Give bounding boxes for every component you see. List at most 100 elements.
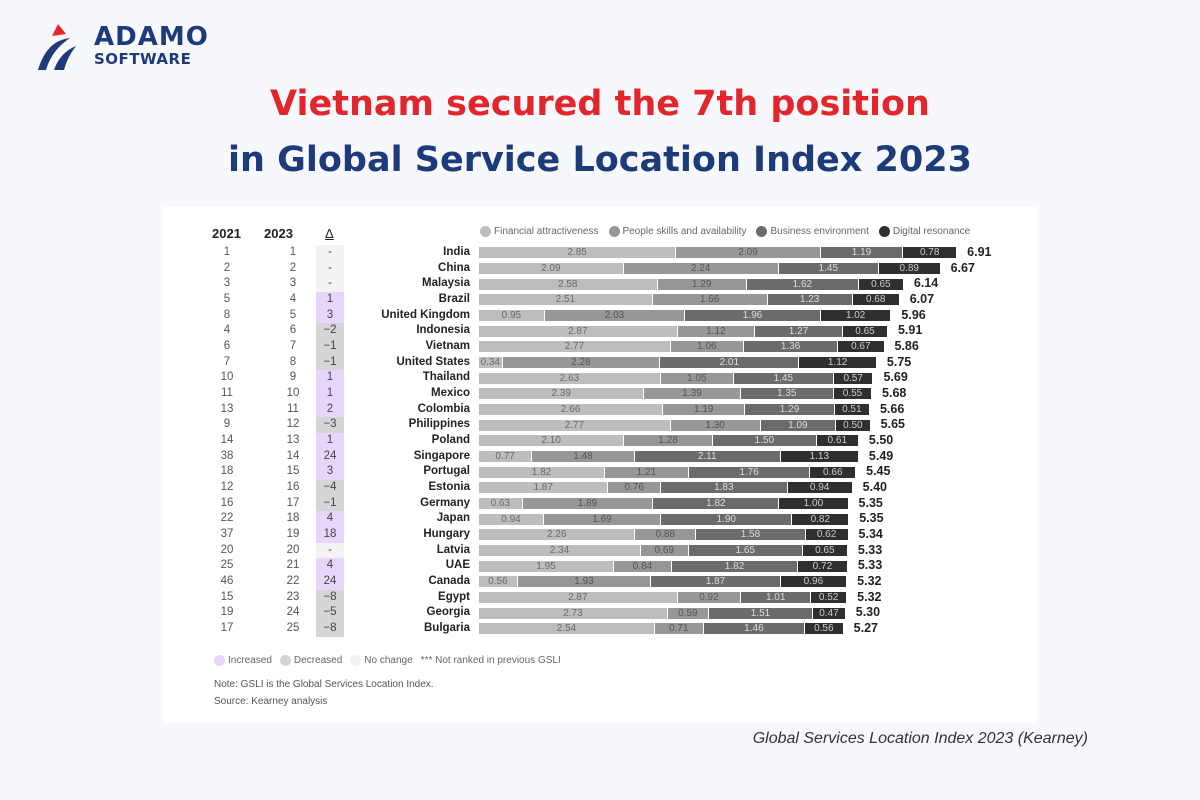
bar-segment-people-skills-and-availability: 1.19 [663,404,745,415]
bar-segment-digital-resonance: 0.52 [811,592,847,604]
bar-segment-financial-attractiveness: 2.10 [479,435,624,447]
rank-2023: 16 [286,481,300,494]
bar-total: 5.49 [868,448,894,463]
bar-segment-business-environment: 1.96 [685,309,820,321]
header-2021: 2021 [212,226,241,241]
rank-delta: 3 [316,464,344,481]
bar-segment-business-environment: 1.23 [767,294,852,306]
bar-segment-business-environment: 1.46 [703,623,804,635]
rank-2021: 25 [220,559,234,572]
rank-delta: −1 [316,339,344,355]
legend-label: Digital resonance [892,226,971,238]
bar-total: 6.14 [913,276,939,291]
legend-swatch [608,226,620,237]
change-swatch [279,655,291,666]
bar-segment-business-environment: 1.50 [712,435,816,447]
bar-segment-digital-resonance: 0.47 [813,607,845,619]
bar-segment-financial-attractiveness: 2.54 [479,623,654,635]
bar-segment-business-environment: 1.51 [708,607,813,619]
bar-segment-people-skills-and-availability: 0.88 [635,529,696,541]
rank-2023: 14 [286,449,300,462]
bar-segment-digital-resonance: 1.02 [820,309,891,321]
bar-segment-financial-attractiveness: 1.87 [479,482,608,494]
bar-segment-digital-resonance: 0.66 [810,466,856,478]
rank-2021: 20 [220,543,234,556]
bar-segment-digital-resonance: 0.65 [842,325,887,337]
rank-delta: −4 [316,480,344,496]
chart-note: Note: GSLI is the Global Services Locati… [214,679,434,690]
change-legend-item: No change [350,655,413,666]
rank-2023: 22 [286,575,300,588]
bar-segment-people-skills-and-availability: 1.30 [670,419,760,431]
adamo-logo: ADAMO SOFTWARE [36,22,216,72]
rank-2021: 38 [220,449,234,462]
change-legend-item: Decreased [279,655,343,667]
bar-total: 5.45 [866,464,891,479]
rank-delta: - [316,276,344,292]
rank-2023: 1 [289,246,297,258]
bar-segment-digital-resonance: 1.12 [799,356,876,368]
change-legend-item: *** Not ranked in previous GSLI [421,655,561,666]
bar-segment-digital-resonance: 1.00 [779,498,848,510]
rank-2021: 6 [223,340,231,353]
rank-delta: 1 [316,386,344,402]
country-label: Estonia [428,481,470,494]
bar-total: 6.07 [909,292,935,306]
bar-segment-financial-attractiveness: 0.63 [479,498,522,510]
header-delta: Δ [325,226,334,241]
bar-segment-digital-resonance: 0.61 [816,435,858,447]
bar-total: 5.27 [853,621,879,636]
bar-total: 5.96 [901,307,926,322]
bar-segment-people-skills-and-availability: 0.59 [667,607,708,619]
bar-segment-financial-attractiveness: 2.39 [479,388,644,400]
rank-2021: 12 [220,481,234,494]
title-line-2: in Global Service Location Index 2023 [228,140,972,180]
rank-2023: 12 [286,418,300,431]
rank-2023: 21 [286,559,300,572]
bar-segment-people-skills-and-availability: 1.93 [517,576,651,588]
rank-2021: 5 [223,293,231,305]
legend-swatch [878,226,890,237]
legend-label: Business environment [770,226,869,238]
rank-2021: 1 [223,246,231,258]
country-label: Colombia [417,402,470,415]
bar-segment-financial-attractiveness: 2.09 [479,262,623,274]
bar-segment-people-skills-and-availability: 1.06 [670,341,744,353]
bar-total: 5.86 [894,339,919,354]
rank-2021: 19 [220,606,234,619]
bar-segment-digital-resonance: 0.50 [836,419,870,431]
rank-delta: −3 [316,417,344,434]
bar-segment-business-environment: 2.01 [660,356,799,368]
legend-item: People skills and availability [608,226,746,237]
rank-2021: 11 [221,387,233,400]
bar-segment-financial-attractiveness: 2.26 [479,529,635,541]
rank-delta: 2 [316,401,344,418]
rank-delta: 1 [316,433,344,449]
bar-segment-digital-resonance: 0.65 [802,545,847,557]
bar-segment-financial-attractiveness: 2.77 [479,341,670,353]
bar-total: 5.40 [862,480,888,495]
bar-total: 5.33 [857,558,883,573]
bar-total: 5.66 [879,401,905,416]
rank-delta: 24 [316,574,344,590]
rank-2021: 37 [220,528,234,541]
rank-delta: 4 [316,558,344,575]
bar-total: 5.30 [855,605,881,620]
legend-item: Digital resonance [878,226,971,238]
bar-total: 5.33 [857,542,883,557]
rank-2021: 18 [220,465,234,478]
bar-segment-people-skills-and-availability: 1.28 [624,435,712,447]
change-legend-label: Decreased [293,655,343,667]
country-label: Philippines [408,418,470,431]
rank-delta: - [316,542,344,559]
bar-segment-people-skills-and-availability: 0.92 [677,592,741,604]
country-label: China [438,261,470,274]
rank-2023: 7 [289,340,297,353]
country-label: Egypt [438,590,470,603]
rank-2023: 11 [287,402,299,415]
rank-delta: 24 [316,448,344,465]
rank-2021: 9 [223,418,231,431]
country-label: Canada [428,575,470,588]
bar-total: 6.67 [950,260,975,275]
bar-segment-people-skills-and-availability: 1.21 [604,466,688,478]
